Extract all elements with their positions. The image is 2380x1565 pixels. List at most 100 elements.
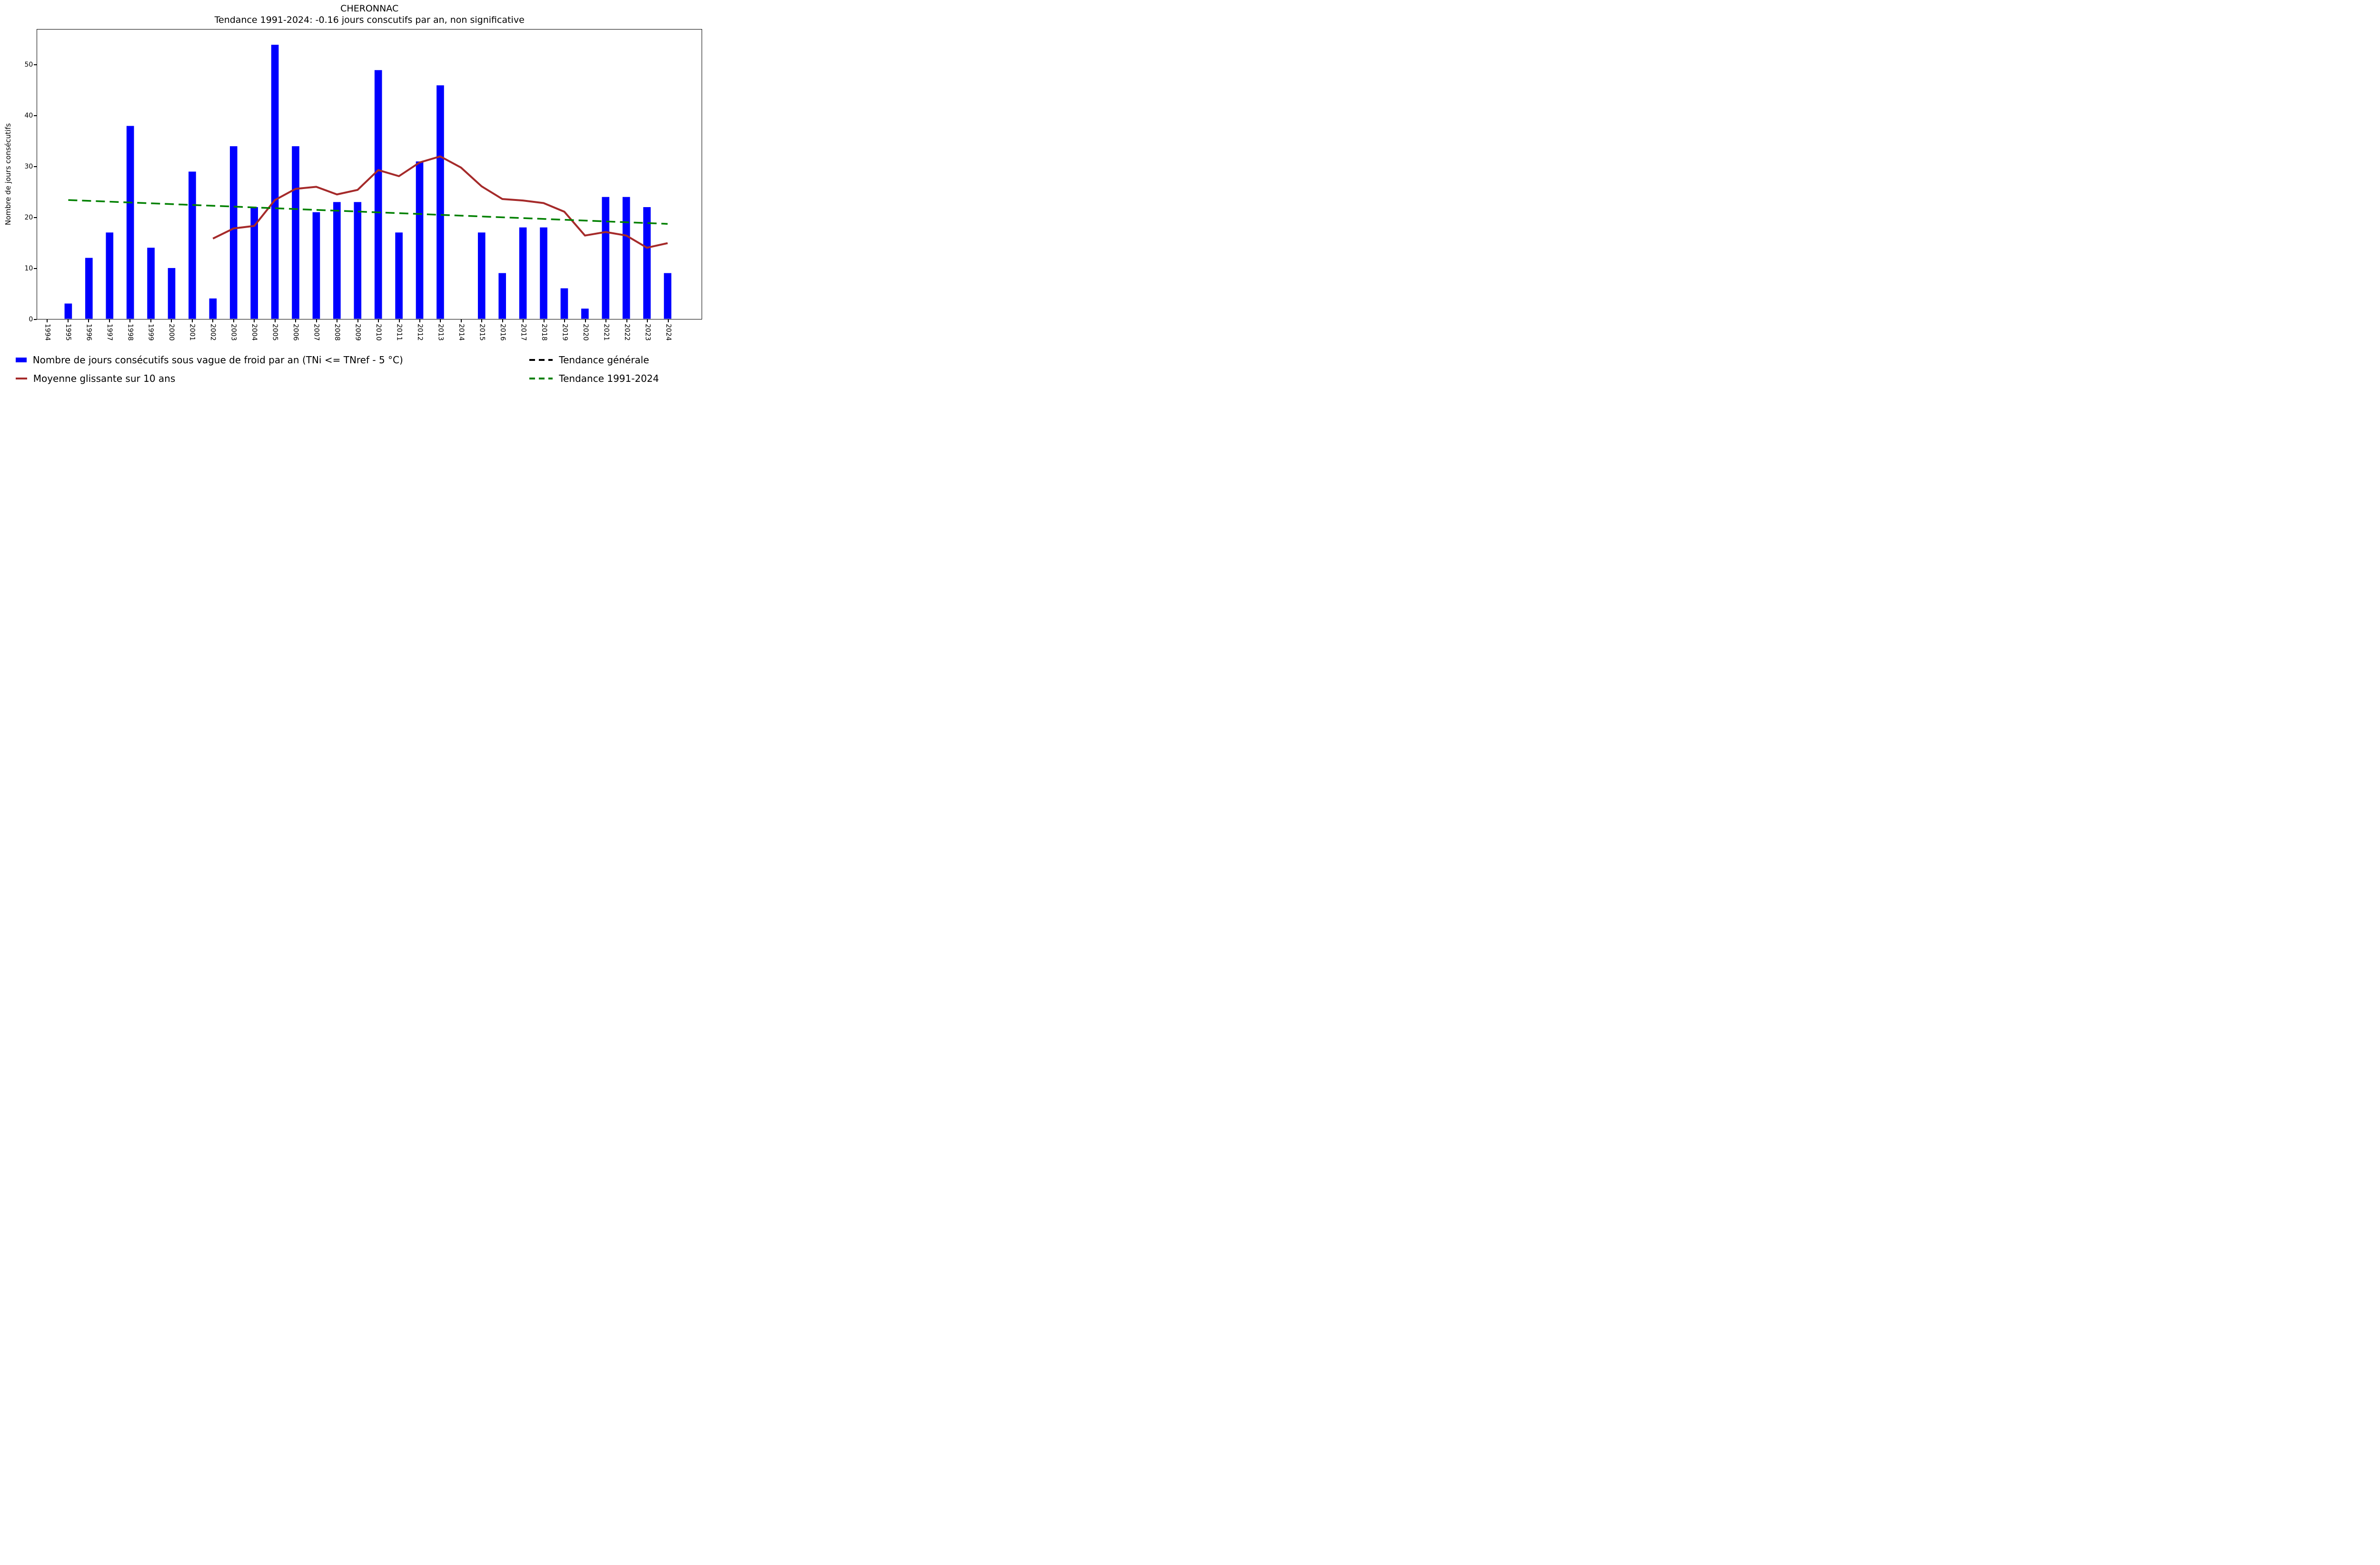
x-tick-mark-2006 bbox=[295, 319, 297, 322]
rolling-mean-line bbox=[213, 157, 668, 248]
x-tick-label-2005: 2005 bbox=[271, 323, 279, 341]
y-tick-mark-20 bbox=[34, 217, 37, 218]
bar-2012 bbox=[416, 161, 424, 319]
x-tick-mark-2017 bbox=[523, 319, 524, 322]
x-tick-mark-2007 bbox=[316, 319, 317, 322]
bar-2006 bbox=[292, 146, 300, 319]
legend-label-bars: Nombre de jours consécutifs sous vague d… bbox=[32, 354, 403, 366]
bar-1999 bbox=[147, 248, 155, 319]
chart-title: CHERONNAC bbox=[340, 3, 399, 14]
x-tick-label-2013: 2013 bbox=[436, 323, 445, 341]
bar-2023 bbox=[643, 207, 651, 319]
bar-2005 bbox=[271, 45, 279, 319]
x-tick-mark-2005 bbox=[274, 319, 276, 322]
x-tick-label-2007: 2007 bbox=[312, 323, 320, 341]
x-tick-label-2018: 2018 bbox=[540, 323, 548, 341]
figure: CHERONNAC Tendance 1991-2024: -0.16 jour… bbox=[0, 0, 708, 391]
bar-2022 bbox=[623, 197, 630, 319]
y-tick-label-0: 0 bbox=[29, 315, 33, 323]
x-tick-mark-2000 bbox=[171, 319, 172, 322]
bar-1995 bbox=[64, 303, 72, 319]
legend-item-rolling-mean: Moyenne glissante sur 10 ans bbox=[15, 372, 176, 384]
y-tick-mark-30 bbox=[34, 166, 37, 167]
x-tick-label-2004: 2004 bbox=[250, 323, 258, 341]
x-tick-label-2023: 2023 bbox=[644, 323, 652, 341]
y-tick-mark-50 bbox=[34, 64, 37, 66]
rolling-mean-line-swatch-icon bbox=[15, 377, 27, 379]
x-tick-label-1996: 1996 bbox=[85, 323, 93, 341]
x-tick-label-2006: 2006 bbox=[292, 323, 300, 341]
bar-2003 bbox=[230, 146, 238, 319]
bar-2015 bbox=[478, 232, 486, 319]
x-tick-mark-2014 bbox=[460, 319, 462, 322]
x-tick-label-2021: 2021 bbox=[602, 323, 610, 341]
legend-label-rolling-mean: Moyenne glissante sur 10 ans bbox=[33, 372, 176, 384]
x-tick-mark-1994 bbox=[47, 319, 48, 322]
x-tick-mark-1995 bbox=[67, 319, 69, 322]
x-tick-mark-2011 bbox=[398, 319, 400, 322]
legend-label-trend-1991-2024: Tendance 1991-2024 bbox=[559, 372, 659, 384]
y-tick-label-30: 30 bbox=[24, 162, 33, 170]
x-tick-mark-2010 bbox=[378, 319, 379, 322]
chart-subtitle: Tendance 1991-2024: -0.16 jours conscuti… bbox=[214, 15, 525, 25]
bar-2001 bbox=[188, 171, 197, 319]
legend-item-trend-1991-2024: Tendance 1991-2024 bbox=[529, 373, 659, 384]
x-tick-mark-2022 bbox=[626, 319, 627, 322]
x-tick-label-2009: 2009 bbox=[354, 323, 362, 341]
bar-1998 bbox=[127, 126, 134, 319]
legend-item-bars: Nombre de jours consécutifs sous vague d… bbox=[15, 354, 403, 366]
bar-2013 bbox=[436, 85, 445, 319]
y-tick-mark-10 bbox=[34, 268, 37, 269]
y-axis-label: Nombre de jours consécutifs bbox=[4, 123, 12, 225]
bar-2009 bbox=[354, 202, 362, 319]
y-tick-mark-40 bbox=[34, 115, 37, 117]
y-tick-label-50: 50 bbox=[24, 61, 33, 69]
bar-2008 bbox=[333, 202, 341, 319]
x-tick-mark-2004 bbox=[254, 319, 255, 322]
x-tick-label-1997: 1997 bbox=[105, 323, 113, 341]
x-tick-mark-2021 bbox=[605, 319, 607, 322]
bar-2010 bbox=[375, 70, 382, 319]
y-tick-label-20: 20 bbox=[24, 213, 33, 221]
bar-2016 bbox=[498, 273, 506, 319]
general-trend-dash-swatch-icon bbox=[529, 359, 553, 361]
x-tick-label-1999: 1999 bbox=[147, 323, 155, 341]
x-tick-mark-2016 bbox=[502, 319, 503, 322]
x-tick-label-2000: 2000 bbox=[168, 323, 176, 341]
x-tick-label-2010: 2010 bbox=[375, 323, 383, 341]
x-tick-label-1994: 1994 bbox=[43, 323, 51, 341]
bar-2024 bbox=[664, 273, 672, 319]
x-tick-label-1998: 1998 bbox=[126, 323, 134, 341]
y-tick-label-10: 10 bbox=[24, 264, 33, 272]
x-tick-mark-2023 bbox=[647, 319, 648, 322]
chart-canvas bbox=[64, 45, 672, 319]
trend-1991-2024-line bbox=[69, 200, 668, 224]
x-tick-mark-2018 bbox=[543, 319, 545, 322]
x-tick-label-2019: 2019 bbox=[561, 323, 569, 341]
x-tick-mark-1997 bbox=[109, 319, 110, 322]
x-tick-mark-1996 bbox=[88, 319, 89, 322]
bar-2020 bbox=[581, 309, 589, 319]
bar-2011 bbox=[395, 232, 403, 319]
y-tick-mark-0 bbox=[34, 319, 37, 320]
legend-label-general-trend: Tendance générale bbox=[559, 354, 649, 366]
x-tick-label-2012: 2012 bbox=[416, 323, 424, 341]
y-tick-label-40: 40 bbox=[24, 112, 33, 120]
x-tick-label-2008: 2008 bbox=[333, 323, 341, 341]
x-tick-label-2015: 2015 bbox=[478, 323, 486, 341]
legend-item-general-trend: Tendance générale bbox=[529, 354, 649, 366]
x-tick-label-2002: 2002 bbox=[209, 323, 217, 341]
x-tick-mark-2003 bbox=[233, 319, 234, 322]
bar-2019 bbox=[560, 288, 568, 319]
bar-1996 bbox=[85, 258, 93, 319]
x-tick-mark-2009 bbox=[357, 319, 358, 322]
x-tick-mark-1998 bbox=[129, 319, 131, 322]
bar-2021 bbox=[602, 197, 610, 319]
x-tick-mark-2001 bbox=[191, 319, 193, 322]
bar-2000 bbox=[168, 268, 176, 319]
x-tick-label-2001: 2001 bbox=[188, 323, 196, 341]
bar-2004 bbox=[250, 207, 258, 319]
x-tick-label-2020: 2020 bbox=[581, 323, 589, 341]
bar-2018 bbox=[540, 227, 548, 319]
x-tick-label-2014: 2014 bbox=[457, 323, 465, 341]
